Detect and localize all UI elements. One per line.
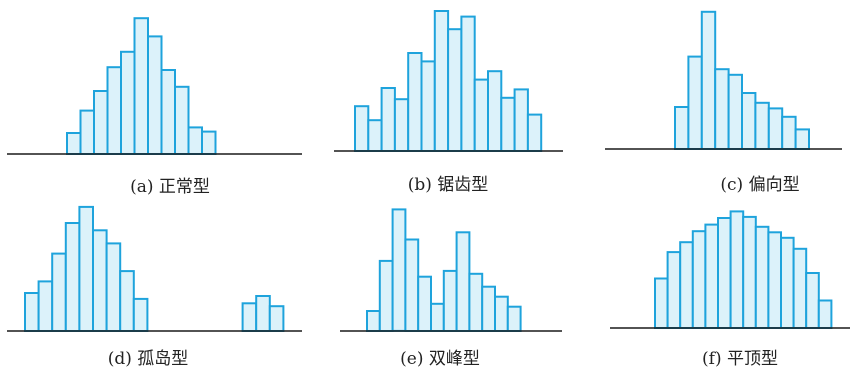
sawtooth-bar-3 bbox=[380, 87, 396, 152]
plateau-bar-6 bbox=[717, 217, 732, 329]
plateau-bar-4 bbox=[691, 230, 707, 329]
normal-bar-10 bbox=[187, 126, 203, 156]
plateau-bar-12 bbox=[792, 247, 808, 329]
isolated-island-bar-7 bbox=[105, 242, 122, 332]
bimodal-bar-3 bbox=[391, 208, 407, 332]
panel-skewed bbox=[605, 10, 842, 151]
skewed-bar-8 bbox=[767, 107, 784, 150]
isolated-island-bar-18 bbox=[255, 295, 271, 332]
skewed-bar-3 bbox=[700, 10, 717, 150]
plateau-bar-11 bbox=[780, 236, 795, 329]
caption-sawtooth: (b) 锯齿型 bbox=[408, 175, 489, 195]
plateau-bar-1 bbox=[654, 277, 669, 329]
normal-bar-1 bbox=[66, 132, 82, 155]
sawtooth-bar-9 bbox=[460, 15, 476, 152]
skewed-bar-4 bbox=[714, 68, 730, 150]
sawtooth-bar-1 bbox=[354, 105, 370, 152]
isolated-island-bar-17 bbox=[241, 302, 258, 332]
sawtooth-bar-6 bbox=[420, 60, 436, 152]
isolated-island-bar-8 bbox=[119, 270, 135, 333]
normal-bar-8 bbox=[160, 69, 176, 155]
bimodal-bar-10 bbox=[481, 285, 497, 333]
isolated-island-bar-9 bbox=[132, 297, 149, 332]
skewed-bar-2 bbox=[687, 55, 703, 150]
skewed-bar-7 bbox=[754, 101, 770, 151]
caption-isolated-island: (d) 孤岛型 bbox=[108, 349, 189, 369]
isolated-island-bar-3 bbox=[51, 252, 67, 333]
plateau-bar-9 bbox=[754, 225, 770, 329]
caption-plateau: (f) 平顶型 bbox=[702, 349, 778, 369]
skewed-bar-6 bbox=[741, 92, 757, 150]
normal-bar-3 bbox=[93, 90, 109, 155]
isolated-island-bar-4 bbox=[64, 222, 81, 332]
bimodal-bar-7 bbox=[442, 269, 458, 332]
sawtooth-bar-13 bbox=[513, 88, 529, 152]
normal-bar-9 bbox=[174, 85, 190, 155]
isolated-island-bar-6 bbox=[92, 229, 108, 332]
plateau-bar-3 bbox=[679, 241, 694, 329]
panel-bimodal bbox=[340, 208, 562, 333]
normal-bar-11 bbox=[201, 130, 217, 156]
caption-normal: (a) 正常型 bbox=[130, 177, 210, 197]
plateau-bar-8 bbox=[742, 215, 757, 329]
plateau-bar-7 bbox=[729, 210, 745, 329]
normal-bar-6 bbox=[133, 17, 149, 156]
isolated-island-bar-5 bbox=[78, 205, 95, 332]
sawtooth-bar-7 bbox=[433, 10, 450, 152]
caption-skewed: (c) 偏向型 bbox=[720, 175, 799, 195]
normal-bar-2 bbox=[79, 109, 95, 155]
bimodal-bar-1 bbox=[366, 310, 381, 332]
caption-bimodal: (e) 双峰型 bbox=[400, 349, 480, 369]
bimodal-bar-2 bbox=[378, 259, 394, 332]
panel-sawtooth bbox=[334, 10, 563, 153]
plateau-bar-2 bbox=[666, 251, 682, 330]
sawtooth-bar-11 bbox=[487, 70, 503, 152]
bimodal-bar-8 bbox=[455, 231, 471, 332]
panel-plateau bbox=[610, 210, 850, 330]
bimodal-bar-11 bbox=[494, 295, 509, 333]
bimodal-bar-4 bbox=[404, 238, 420, 332]
panel-isolated-island bbox=[7, 205, 302, 333]
skewed-bar-10 bbox=[794, 128, 810, 150]
skewed-bar-1 bbox=[674, 106, 690, 150]
bimodal-bar-12 bbox=[506, 305, 522, 333]
isolated-island-bar-1 bbox=[24, 292, 40, 332]
plateau-bar-5 bbox=[704, 223, 720, 330]
sawtooth-bar-2 bbox=[367, 119, 383, 152]
sawtooth-bar-4 bbox=[393, 98, 410, 152]
isolated-island-bar-19 bbox=[268, 305, 285, 333]
sawtooth-bar-5 bbox=[407, 52, 423, 152]
skewed-bar-5 bbox=[727, 73, 743, 150]
normal-bar-7 bbox=[147, 35, 163, 155]
bimodal-bar-9 bbox=[468, 272, 484, 332]
sawtooth-bar-8 bbox=[447, 28, 463, 153]
sawtooth-bar-14 bbox=[526, 113, 543, 152]
bimodal-bar-6 bbox=[430, 302, 445, 332]
bimodal-bar-5 bbox=[417, 275, 433, 333]
sawtooth-bar-12 bbox=[500, 96, 516, 153]
skewed-bar-9 bbox=[781, 115, 797, 151]
plateau-bar-10 bbox=[767, 231, 783, 329]
normal-bar-5 bbox=[120, 50, 136, 155]
plateau-bar-13 bbox=[805, 272, 820, 329]
sawtooth-bar-10 bbox=[473, 78, 490, 152]
panel-normal bbox=[7, 17, 302, 156]
isolated-island-bar-2 bbox=[37, 280, 54, 332]
plateau-bar-14 bbox=[817, 299, 833, 329]
normal-bar-4 bbox=[106, 66, 122, 155]
